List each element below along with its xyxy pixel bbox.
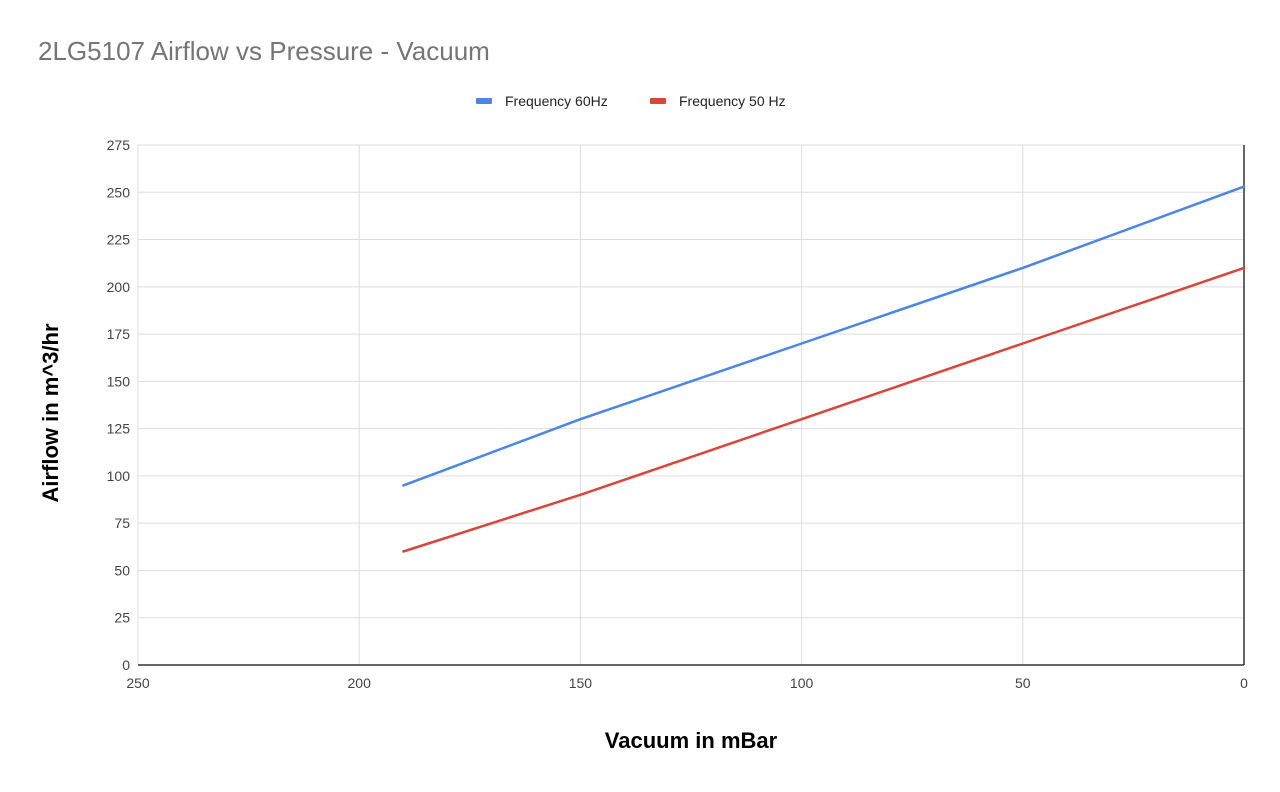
y-tick-label-200: 200 — [107, 279, 131, 295]
y-tick-label-100: 100 — [107, 468, 131, 484]
y-tick-label-50: 50 — [114, 562, 130, 578]
y-tick-label-225: 225 — [107, 232, 131, 248]
x-tick-label-200: 200 — [348, 675, 372, 691]
y-tick-label-250: 250 — [107, 184, 131, 200]
y-axis-ticks: 0 25 50 75 100 125 150 175 200 225 250 275 — [107, 137, 131, 673]
chart-title: 2LG5107 Airflow vs Pressure - Vacuum — [38, 36, 490, 66]
y-tick-label-25: 25 — [114, 610, 130, 626]
y-tick-label-275: 275 — [107, 137, 131, 153]
y-tick-label-175: 175 — [107, 326, 131, 342]
legend-label-50hz[interactable]: Frequency 50 Hz — [679, 93, 786, 109]
series — [402, 185, 1246, 553]
legend-swatch-60hz — [476, 98, 492, 104]
legend-label-60hz[interactable]: Frequency 60Hz — [505, 93, 608, 109]
y-tick-label-0: 0 — [122, 657, 130, 673]
y-axis-title: Airflow in m^3/hr — [38, 323, 63, 503]
gridlines — [137, 144, 1245, 665]
x-tick-label-150: 150 — [569, 675, 593, 691]
legend-swatch-50hz — [650, 98, 666, 104]
x-tick-label-250: 250 — [126, 675, 150, 691]
series-line-0 — [402, 185, 1246, 487]
x-axis-title: Vacuum in mBar — [605, 728, 778, 753]
series-line-1 — [402, 266, 1246, 553]
legend: Frequency 60Hz Frequency 50 Hz — [476, 93, 786, 109]
y-tick-label-75: 75 — [114, 515, 130, 531]
x-tick-label-50: 50 — [1015, 675, 1031, 691]
x-tick-label-0: 0 — [1240, 675, 1248, 691]
x-tick-label-100: 100 — [790, 675, 814, 691]
y-tick-label-125: 125 — [107, 421, 131, 437]
y-tick-label-150: 150 — [107, 373, 131, 389]
x-axis-ticks: 250 200 150 100 50 0 — [126, 675, 1248, 691]
axes — [138, 145, 1245, 666]
